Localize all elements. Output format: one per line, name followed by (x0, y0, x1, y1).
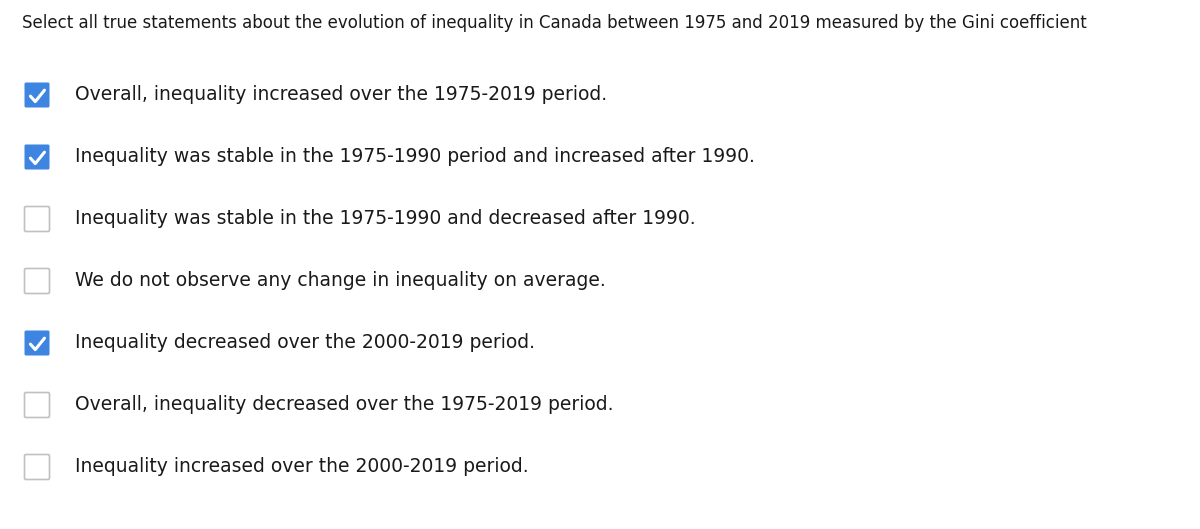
FancyBboxPatch shape (24, 83, 49, 107)
Text: Inequality was stable in the 1975-1990 period and increased after 1990.: Inequality was stable in the 1975-1990 p… (74, 148, 755, 167)
Text: Inequality decreased over the 2000-2019 period.: Inequality decreased over the 2000-2019 … (74, 333, 535, 352)
FancyBboxPatch shape (24, 331, 49, 355)
FancyBboxPatch shape (24, 144, 49, 169)
FancyBboxPatch shape (24, 206, 49, 232)
Text: Select all true statements about the evolution of inequality in Canada between 1: Select all true statements about the evo… (22, 14, 1087, 32)
Text: Inequality was stable in the 1975-1990 and decreased after 1990.: Inequality was stable in the 1975-1990 a… (74, 209, 696, 229)
Text: Inequality increased over the 2000-2019 period.: Inequality increased over the 2000-2019 … (74, 458, 529, 477)
Text: Overall, inequality decreased over the 1975-2019 period.: Overall, inequality decreased over the 1… (74, 396, 613, 415)
FancyBboxPatch shape (24, 269, 49, 294)
FancyBboxPatch shape (24, 393, 49, 417)
Text: Overall, inequality increased over the 1975-2019 period.: Overall, inequality increased over the 1… (74, 86, 607, 105)
Text: We do not observe any change in inequality on average.: We do not observe any change in inequali… (74, 271, 606, 290)
FancyBboxPatch shape (24, 454, 49, 479)
